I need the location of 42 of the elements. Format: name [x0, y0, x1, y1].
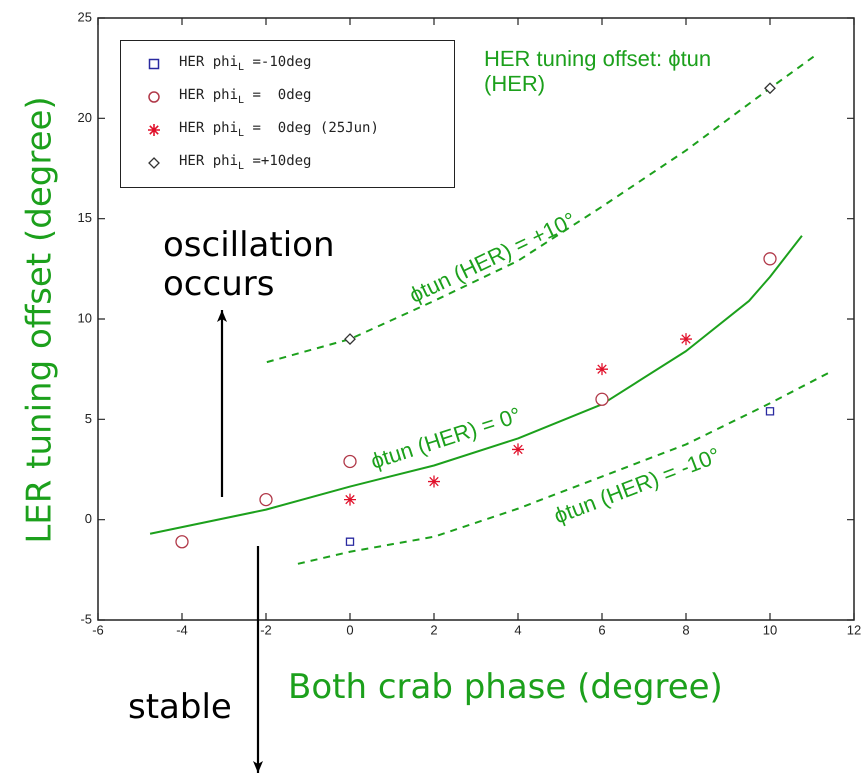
- legend-label: HER phi$_{L}$ = 0deg (25Jun): [179, 120, 379, 139]
- x-tick-label: 4: [514, 622, 522, 638]
- line-series: [296, 372, 829, 565]
- point: [764, 82, 776, 94]
- point: [175, 535, 189, 548]
- x-tick-label: 6: [598, 622, 606, 638]
- x-tick-label: -2: [260, 622, 272, 638]
- point: [344, 333, 356, 345]
- x-tick-label: 10: [762, 622, 778, 638]
- y-tick-label: 10: [78, 310, 92, 326]
- x-tick-label: 0: [346, 622, 354, 638]
- point: [343, 454, 357, 468]
- y-tick-label: 5: [84, 410, 92, 426]
- point: [763, 252, 777, 266]
- legend-label: HER phi$_{L}$ =-10deg: [179, 54, 312, 73]
- point: [346, 538, 354, 546]
- text: stable: [128, 687, 232, 728]
- y-axis-title: LER tuning offset (degree): [19, 96, 60, 544]
- x-axis-title: Both crab phase (degree): [288, 667, 723, 708]
- y-tick-label: 15: [78, 210, 92, 226]
- y-tick-label: 20: [78, 110, 92, 125]
- x-tick-label: 12: [846, 622, 862, 638]
- point: [595, 392, 609, 406]
- y-tick-label: -5: [80, 612, 92, 627]
- point: [679, 332, 693, 346]
- annotation: HER tuning offset: ϕtun (HER): [484, 46, 712, 97]
- x-tick-label: 8: [682, 622, 690, 638]
- text: ϕtun (HER) = 0°: [368, 402, 524, 474]
- legend-label: HER phi$_{L}$ =+10deg: [179, 153, 312, 172]
- point: [343, 492, 357, 506]
- y-tick-label: 25: [78, 10, 92, 25]
- point: [511, 442, 525, 456]
- point: [595, 362, 609, 376]
- point: [427, 474, 441, 488]
- legend-label: HER phi$_{L}$ = 0deg: [179, 87, 312, 106]
- y-tick-label: 0: [84, 511, 92, 526]
- x-tick-label: -4: [176, 622, 188, 638]
- annotation: oscillation occurs: [163, 225, 336, 304]
- x-tick-label: 2: [430, 622, 438, 638]
- point: [259, 492, 273, 506]
- x-tick-label: -6: [92, 622, 104, 638]
- point: [766, 407, 774, 416]
